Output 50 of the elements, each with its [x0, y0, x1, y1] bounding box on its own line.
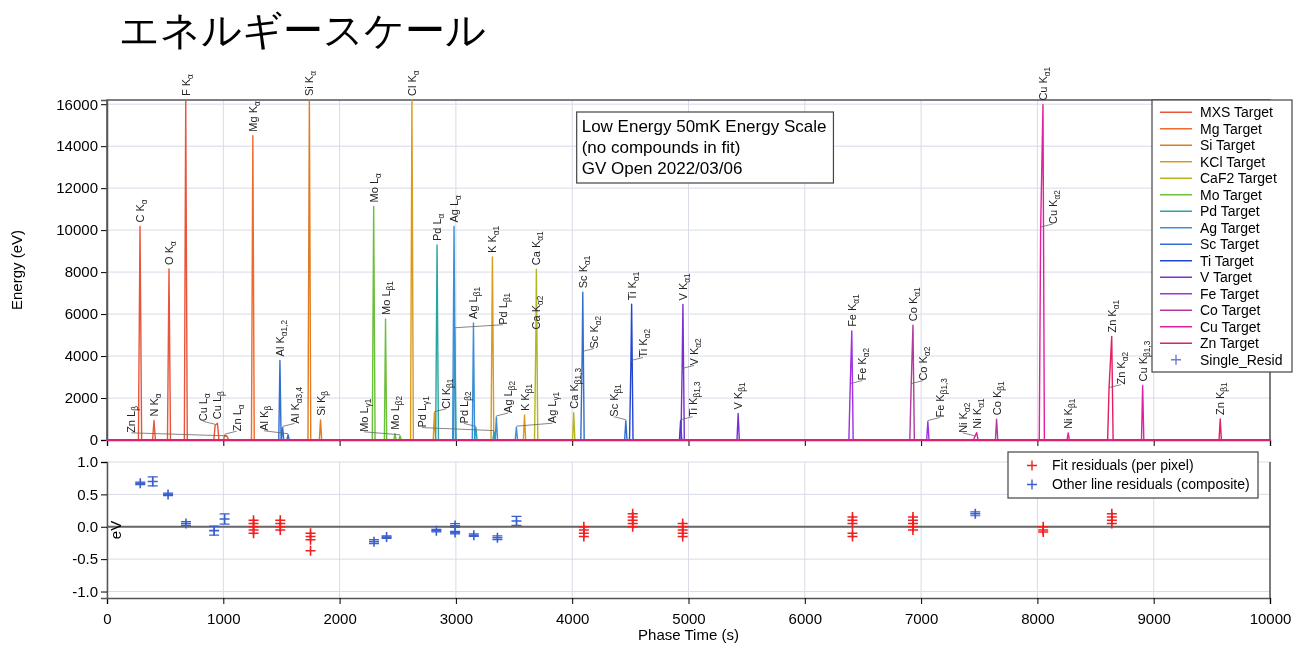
legend-label: Ti Target	[1200, 252, 1254, 269]
y-tick-label: -0.5	[72, 550, 98, 568]
x-tick-label: 2000	[323, 609, 357, 627]
legend-label: Sc Target	[1200, 236, 1259, 253]
x-tick-label: 4000	[556, 609, 590, 627]
x-tick-label: 3000	[439, 609, 474, 627]
x-tick-label: 10000	[1249, 609, 1292, 627]
legend-label: Co Target	[1200, 302, 1261, 319]
x-tick-label: 7000	[904, 609, 939, 627]
y-tick-label: 0.0	[77, 518, 98, 536]
y-tick-label: 0	[89, 431, 98, 449]
legend-label: Zn Target	[1200, 335, 1259, 352]
y-tick-label: -1.0	[72, 582, 98, 600]
y-axis-title: eV	[107, 520, 124, 540]
legend-label: Fit residuals (per pixel)	[1052, 457, 1194, 474]
legend-label: Cu Target	[1200, 318, 1261, 335]
legend-label: MXS Target	[1200, 104, 1273, 121]
x-tick-label: 8000	[1021, 609, 1055, 627]
y-tick-label: 12000	[56, 179, 98, 197]
x-tick-label: 1000	[207, 609, 241, 627]
legend-label: Pd Target	[1200, 203, 1260, 220]
y-tick-label: 16000	[56, 95, 98, 113]
legend-label: Mg Target	[1200, 120, 1263, 137]
annotation: (no compounds in fit)	[581, 138, 741, 157]
x-tick-label: 9000	[1137, 609, 1171, 627]
y-tick-label: 6000	[64, 305, 98, 323]
x-tick-label: 6000	[788, 609, 822, 627]
x-tick-label: 0	[103, 609, 112, 627]
legend-label: Fe Target	[1200, 285, 1259, 302]
legend-label: CaF2 Target	[1200, 170, 1277, 187]
legend-label: V Target	[1200, 269, 1252, 286]
y-tick-label: 0.5	[77, 485, 98, 503]
legend-label: Si Target	[1200, 137, 1256, 154]
legend-label: KCl Target	[1200, 153, 1266, 170]
y-tick-label: 14000	[56, 137, 98, 155]
y-tick-label: 10000	[56, 221, 98, 239]
y-tick-label: 4000	[64, 347, 98, 365]
chart-title: エネルギースケール	[119, 7, 486, 53]
annotation: Low Energy 50mK Energy Scale	[581, 117, 827, 136]
annotation: GV Open 2022/03/06	[581, 159, 743, 178]
legend-label: Other line residuals (composite)	[1052, 476, 1250, 493]
y-tick-label: 1.0	[77, 453, 98, 471]
y-axis-title: Energy (eV)	[8, 229, 25, 311]
legend-label: Single_Resid	[1200, 351, 1283, 368]
legend-label: Mo Target	[1200, 186, 1263, 203]
y-tick-label: 8000	[64, 263, 98, 281]
x-tick-label: 5000	[672, 609, 706, 627]
x-axis-title: Phase Time (s)	[638, 626, 739, 643]
y-tick-label: 2000	[64, 389, 98, 407]
legend-label: Ag Target	[1200, 219, 1260, 236]
